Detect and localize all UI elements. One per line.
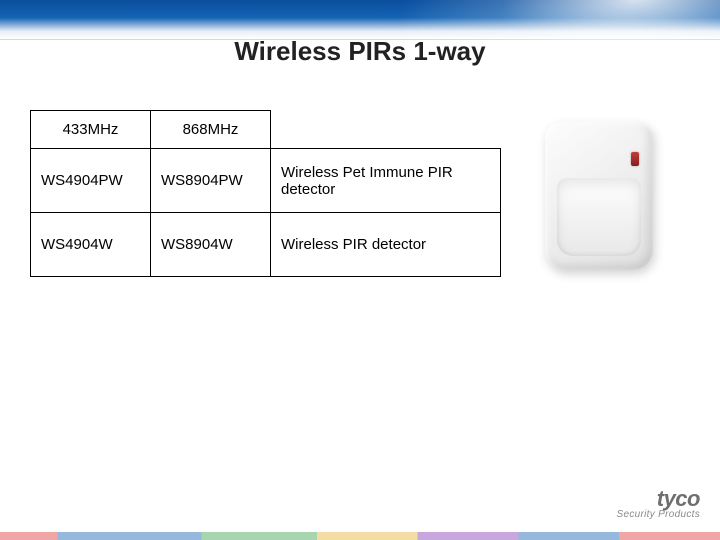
table-row: WS4904PW WS8904PW Wireless Pet Immune PI…	[31, 149, 501, 213]
brand-subtitle: Security Products	[617, 510, 700, 520]
product-image	[529, 116, 669, 286]
brand-logo: tyco	[617, 488, 700, 510]
pir-led-icon	[631, 152, 639, 166]
cell-desc: Wireless Pet Immune PIR detector	[271, 149, 501, 213]
pir-lens-icon	[557, 178, 641, 256]
col-header-433: 433MHz	[31, 111, 151, 149]
table-row: WS4904W WS8904W Wireless PIR detector	[31, 213, 501, 277]
cell-433: WS4904PW	[31, 149, 151, 213]
col-header-desc	[271, 111, 501, 149]
col-header-868: 868MHz	[151, 111, 271, 149]
pir-sensor-icon	[545, 122, 653, 270]
footer: tyco Security Products	[0, 508, 720, 540]
cell-868: WS8904W	[151, 213, 271, 277]
footer-brand: tyco Security Products	[617, 488, 700, 520]
cell-433: WS4904W	[31, 213, 151, 277]
footer-color-bar	[0, 532, 720, 540]
table-header-row: 433MHz 868MHz	[31, 111, 501, 149]
page-title: Wireless PIRs 1-way	[0, 36, 720, 67]
header-banner	[0, 0, 720, 40]
content-area: 433MHz 868MHz WS4904PW WS8904PW Wireless…	[30, 110, 690, 286]
cell-868: WS8904PW	[151, 149, 271, 213]
products-table: 433MHz 868MHz WS4904PW WS8904PW Wireless…	[30, 110, 501, 277]
cell-desc: Wireless PIR detector	[271, 213, 501, 277]
